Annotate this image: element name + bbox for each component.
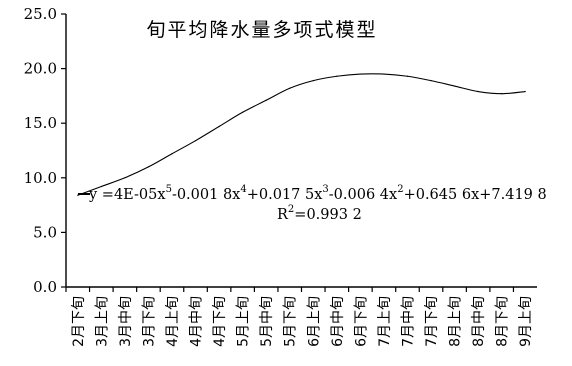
eq-term-2: -0.006 4x [329,187,397,203]
data-point [359,73,361,75]
eq-prefix: y =4E-05x [88,187,166,203]
data-point [501,93,503,95]
data-point [406,75,409,77]
eq-term-1: +0.645 6x+7.419 8 [404,187,547,203]
r2-exp: 2 [288,204,294,215]
x-tick-label: 5月上旬 [236,296,252,347]
data-point [524,90,526,93]
data-point [194,140,197,142]
y-tick-label: 0.0 [33,278,57,296]
eq-exp-4: 4 [240,184,246,195]
data-point [218,125,220,128]
trend-equation: y =4E-05x5-0.001 8x4+0.017 5x3-0.006 4x2… [88,184,547,203]
eq-term-3: +0.017 5x [247,187,323,203]
x-tick-label: 9月上旬 [518,296,534,347]
x-tick-label: 7月上旬 [377,296,393,347]
x-tick-label: 3月上旬 [94,296,110,347]
data-point [242,111,244,113]
data-point [147,166,150,168]
y-tick-label: 5.0 [33,223,57,241]
eq-exp-5: 5 [166,184,172,195]
x-tick-label: 6月中旬 [330,296,346,347]
chart-title: 旬平均降水量多项式模型 [146,19,377,41]
x-tick-label: 7月中旬 [400,296,416,347]
data-points [77,73,526,196]
data-point [430,80,432,82]
x-tick-label: 8月中旬 [471,296,487,347]
data-point [289,87,291,89]
r2-prefix: R [277,207,289,223]
x-tick-label: 8月上旬 [448,296,464,347]
x-ticks: 2月下旬 3月上旬 3月中旬 3月下旬 4月上旬 4月中旬 4月下旬 5月上旬 5月中旬 5月下旬… [65,287,534,347]
x-tick-label: 6月上旬 [306,296,322,347]
x-tick-label: 4月下旬 [212,296,228,347]
x-tick-label: 3月下旬 [141,296,157,347]
r-squared: R2=0.993 2 [277,204,362,223]
eq-exp-2: 2 [397,184,403,195]
x-tick-label: 5月中旬 [259,296,275,347]
data-point [312,80,314,82]
eq-term-4: -0.001 8x [172,187,240,203]
data-point [100,185,102,188]
data-point [453,85,456,87]
x-tick-label: 6月下旬 [353,296,369,347]
eq-exp-3: 3 [322,184,328,195]
r2-value: =0.993 2 [294,207,362,223]
x-tick-label: 2月下旬 [71,296,87,347]
data-point [336,75,338,77]
data-point [477,90,479,93]
y-tick-label: 15.0 [24,114,57,132]
y-ticks: 0.0 5.0 10.0 15.0 20.0 25.0 [24,5,66,296]
x-tick-label: 4月上旬 [165,296,181,347]
x-tick-label: 7月下旬 [424,296,440,347]
data-point [383,73,385,75]
x-tick-label: 5月下旬 [283,296,299,347]
data-point [124,177,126,179]
data-point [171,153,173,155]
trend-line [77,73,526,196]
x-tick-label: 4月中旬 [189,296,205,347]
y-tick-label: 20.0 [24,60,57,78]
y-tick-label: 25.0 [24,5,57,23]
data-point [265,99,267,101]
x-tick-label: 3月中旬 [118,296,134,347]
x-tick-label: 8月下旬 [495,296,511,347]
y-tick-label: 10.0 [24,169,57,187]
